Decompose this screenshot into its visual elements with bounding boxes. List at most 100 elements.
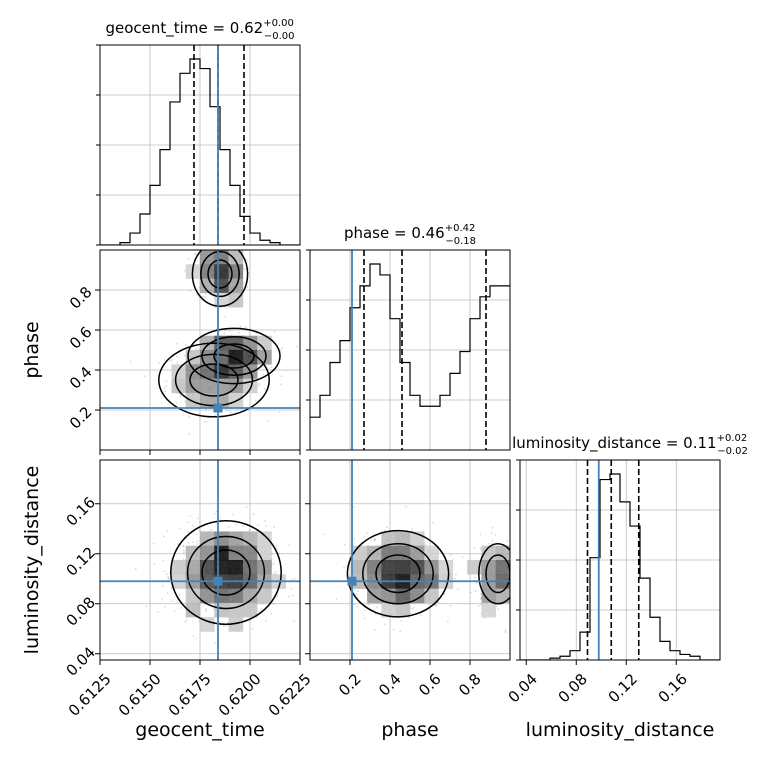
- sample-point: [475, 582, 478, 584]
- sample-point: [246, 286, 249, 289]
- sample-point: [434, 604, 437, 607]
- contour-line: [478, 543, 510, 605]
- sample-point: [225, 408, 228, 411]
- sample-point: [176, 601, 179, 604]
- sample-point: [227, 525, 230, 528]
- y-tick-label: 0.4: [66, 363, 96, 393]
- density-cell: [242, 545, 258, 561]
- contour-line: [362, 543, 434, 605]
- sample-point: [195, 348, 198, 350]
- sample-point: [203, 421, 206, 423]
- sample-point: [274, 571, 277, 573]
- sample-point: [163, 570, 166, 573]
- sample-point: [279, 349, 282, 352]
- sample-point: [479, 597, 482, 600]
- sample-point: [383, 529, 386, 532]
- y-axis-phase: 0.2 0.4 0.6 0.8 phase: [21, 283, 100, 433]
- sample-point: [198, 286, 201, 289]
- sample-point: [511, 555, 513, 557]
- x-axis-label-luminosity_distance: luminosity_distance: [526, 719, 715, 741]
- sample-point: [199, 246, 201, 248]
- sample-point: [153, 562, 155, 565]
- sample-point: [179, 527, 182, 530]
- sample-point: [511, 569, 513, 571]
- density-cell: [395, 531, 411, 547]
- density-cell: [200, 545, 215, 561]
- hist-geocent_time-frame: [99, 44, 301, 246]
- sample-point: [357, 590, 359, 593]
- sample-point: [235, 524, 238, 526]
- x-tick-label: 0.6225: [265, 670, 315, 720]
- sample-point: [184, 354, 187, 357]
- sample-point: [363, 617, 366, 620]
- sample-point: [165, 573, 168, 575]
- sample-point: [296, 345, 298, 348]
- sample-point: [355, 593, 358, 595]
- sample-point: [222, 625, 225, 627]
- density-cell: [481, 588, 497, 604]
- density-cell: [257, 588, 272, 604]
- sample-point: [197, 348, 200, 351]
- sample-point: [258, 610, 261, 613]
- sample-point: [257, 524, 259, 526]
- sample-point: [412, 606, 415, 609]
- sample-point: [335, 597, 338, 600]
- sample-point: [455, 573, 457, 576]
- density-cell: [214, 588, 229, 604]
- density-cell: [228, 250, 244, 265]
- density-cell: [214, 560, 229, 575]
- sample-point: [491, 526, 494, 529]
- sample-point: [187, 257, 190, 260]
- scatter-phase-vs-luminosity_distance: [309, 459, 525, 661]
- sample-point: [424, 543, 427, 546]
- sample-point: [198, 413, 201, 416]
- sample-point: [176, 361, 179, 364]
- density-cell: [214, 531, 229, 547]
- sample-point: [213, 512, 216, 515]
- density-cell: [200, 364, 215, 379]
- sample-point: [512, 564, 514, 566]
- density-cell: [395, 545, 411, 561]
- sample-point: [287, 595, 290, 598]
- density-cell: [424, 545, 439, 561]
- sample-point: [513, 584, 515, 586]
- sample-point: [278, 552, 280, 555]
- sample-point: [184, 620, 187, 623]
- sample-point: [245, 259, 248, 261]
- sample-point: [375, 606, 378, 609]
- truth-marker: [213, 576, 223, 586]
- sample-point: [186, 521, 189, 523]
- sample-point: [213, 414, 216, 417]
- sample-point: [173, 610, 176, 613]
- scatter-phase-vs-luminosity_distance-frame: [309, 459, 511, 661]
- density-cell: [395, 602, 411, 618]
- sample-point: [523, 574, 525, 576]
- sample-point: [169, 360, 172, 362]
- y-tick-label: 0.8: [66, 283, 96, 313]
- sample-point: [513, 578, 515, 580]
- sample-point: [411, 607, 413, 610]
- sample-point: [176, 543, 179, 546]
- sample-point: [474, 590, 477, 592]
- sample-point: [272, 602, 275, 605]
- sample-point: [178, 593, 181, 596]
- sample-point: [373, 539, 376, 542]
- sample-point: [280, 375, 283, 378]
- title-plus-error: +0.42: [445, 223, 476, 234]
- sample-point: [152, 542, 155, 545]
- density-cell: [352, 560, 368, 575]
- sample-point: [517, 578, 519, 580]
- sample-point: [494, 534, 497, 536]
- sample-point: [163, 535, 165, 538]
- panel-title-phase: phase = 0.46+0.42 −0.18: [344, 223, 476, 247]
- sample-point: [352, 589, 355, 592]
- x-axis-label-geocent_time: geocent_time: [135, 719, 264, 741]
- sample-point: [215, 522, 218, 524]
- sample-point: [184, 344, 187, 347]
- sample-point: [204, 296, 207, 298]
- sample-point: [374, 538, 376, 541]
- contour-line: [201, 336, 267, 376]
- corner-labels: 0.6125 0.6150 0.6175 0.6200 0.6225geocent_ti…: [21, 283, 714, 741]
- sample-point: [479, 593, 482, 595]
